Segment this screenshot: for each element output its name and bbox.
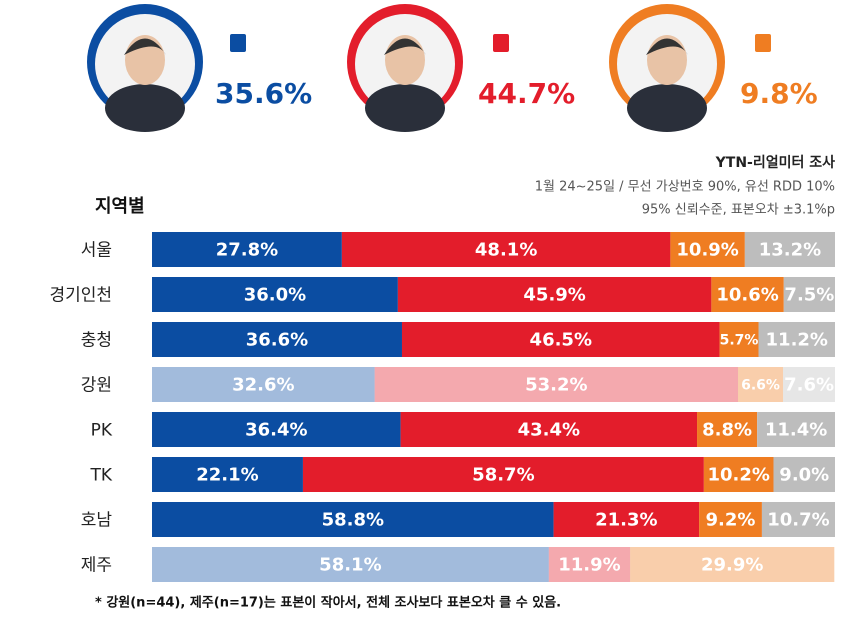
bar-segment xyxy=(302,457,704,492)
bar-segment xyxy=(738,367,784,402)
value-label: 10.7% xyxy=(767,510,829,531)
subtitle: 95% 신뢰수준, 표본오차 ±3.1%p xyxy=(642,203,835,218)
value-label: 11.4% xyxy=(765,420,827,441)
bar-segment xyxy=(374,367,739,402)
portrait-hair xyxy=(646,38,688,55)
value-label: 7.5% xyxy=(784,285,834,306)
value-label: 5.7% xyxy=(720,333,759,349)
source: YTN-리얼미터 조사 xyxy=(715,155,835,171)
headline-share: 35.6% xyxy=(215,77,312,110)
bar-segment xyxy=(703,457,774,492)
value-label: 29.9% xyxy=(701,555,763,576)
portrait-body xyxy=(105,84,185,132)
category-label: 강원 xyxy=(81,376,112,396)
bar-segment xyxy=(152,322,402,357)
value-label: 36.4% xyxy=(245,420,307,441)
category-label: 제주 xyxy=(81,556,112,576)
category-label: 경기인천 xyxy=(49,286,112,306)
bar-segment xyxy=(711,277,784,312)
portrait-hair xyxy=(124,38,166,55)
bar-segment xyxy=(757,412,835,447)
bar-segment xyxy=(152,232,342,267)
subtitle: 1월 24~25일 / 무선 가상번호 90%, 유선 RDD 10% xyxy=(535,180,835,195)
value-label: 10.2% xyxy=(707,465,769,486)
value-label: 9.2% xyxy=(706,510,756,531)
value-label: 8.8% xyxy=(702,420,752,441)
value-label: 10.9% xyxy=(676,240,738,261)
portrait-hair xyxy=(384,38,426,55)
bar-segment xyxy=(744,232,835,267)
bar-segment xyxy=(773,457,835,492)
value-label: 36.0% xyxy=(244,285,306,306)
bar-segment xyxy=(152,412,401,447)
bar-segment xyxy=(758,322,835,357)
bar-segment xyxy=(630,547,835,582)
value-label: 58.8% xyxy=(322,510,384,531)
bar-segment xyxy=(783,277,835,312)
bar-segment xyxy=(670,232,745,267)
value-label: 21.3% xyxy=(595,510,657,531)
portrait-body xyxy=(627,84,707,132)
portrait-body xyxy=(365,84,445,132)
bar-segment xyxy=(152,367,375,402)
bar-segment xyxy=(152,502,554,537)
bar-segment xyxy=(152,277,398,312)
value-label: 6.6% xyxy=(741,378,780,394)
party-icon xyxy=(493,34,509,52)
category-label: 서울 xyxy=(81,241,112,261)
party-icon xyxy=(755,34,771,52)
bar-segment xyxy=(553,502,700,537)
bar-segment xyxy=(719,322,759,357)
value-label: 36.6% xyxy=(246,330,308,351)
bar-segment xyxy=(341,232,671,267)
value-label: 9.0% xyxy=(779,465,829,486)
bar-segment xyxy=(400,412,698,447)
value-label: 13.2% xyxy=(759,240,821,261)
bar-segment xyxy=(699,502,762,537)
value-label: 27.8% xyxy=(216,240,278,261)
category-label: 충청 xyxy=(81,331,112,351)
chart-title: 지역별 xyxy=(95,196,145,217)
value-label: 46.5% xyxy=(530,330,592,351)
value-label: 48.1% xyxy=(475,240,537,261)
value-label: 58.7% xyxy=(472,465,534,486)
bar-segment xyxy=(397,277,712,312)
bar-segment xyxy=(152,547,549,582)
category-label: PK xyxy=(91,421,113,441)
value-label: 58.1% xyxy=(319,555,381,576)
headline-share: 44.7% xyxy=(478,77,575,110)
value-label: 11.2% xyxy=(766,330,828,351)
value-label: 32.6% xyxy=(232,375,294,396)
value-label: 43.4% xyxy=(518,420,580,441)
value-label: 53.2% xyxy=(525,375,587,396)
bar-segment xyxy=(697,412,758,447)
bar-segment xyxy=(548,547,631,582)
party-icon xyxy=(230,34,246,52)
headline-share: 9.8% xyxy=(740,77,818,110)
value-label: 11.9% xyxy=(558,555,620,576)
value-label: 45.9% xyxy=(523,285,585,306)
category-label: 호남 xyxy=(81,511,113,531)
category-label: TK xyxy=(89,466,112,486)
bar-segment xyxy=(783,367,835,402)
footnote: * 강원(n=44), 제주(n=17)는 표본이 작아서, 전체 조사보다 표… xyxy=(95,595,561,611)
bar-segment xyxy=(401,322,720,357)
value-label: 7.6% xyxy=(784,375,834,396)
bar-segment xyxy=(761,502,835,537)
bar-segment xyxy=(152,457,303,492)
value-label: 22.1% xyxy=(196,465,258,486)
value-label: 10.6% xyxy=(716,285,778,306)
